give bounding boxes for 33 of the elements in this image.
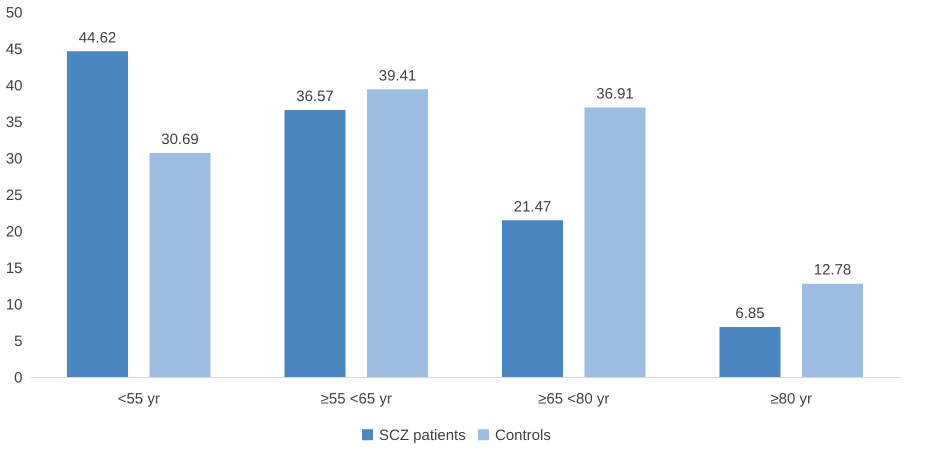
bar <box>66 51 128 377</box>
legend-label: Controls <box>495 426 551 444</box>
data-label: 44.62 <box>78 29 116 46</box>
x-tick-label: <55 yr <box>118 390 160 408</box>
y-tick-label: 45 <box>6 41 22 58</box>
y-tick-label: 5 <box>14 333 22 350</box>
legend-label: SCZ patients <box>379 426 466 444</box>
y-tick-label: 25 <box>6 187 22 204</box>
bar <box>366 89 428 377</box>
y-tick-label: 35 <box>6 114 22 131</box>
x-tick-label: ≥55 <65 yr <box>320 390 392 408</box>
bar <box>719 326 781 377</box>
bar <box>802 284 864 377</box>
x-tick-label: ≥80 yr <box>770 390 812 408</box>
y-tick-label: 20 <box>6 224 22 240</box>
y-tick-label: 15 <box>6 260 22 277</box>
data-label: 30.69 <box>161 130 199 148</box>
y-tick-label: 50 <box>6 4 22 22</box>
data-label: 12.78 <box>814 262 852 279</box>
y-tick-label: 40 <box>6 78 22 94</box>
bar <box>149 152 211 377</box>
data-label: 36.57 <box>296 88 334 106</box>
y-tick-label: 10 <box>6 296 22 314</box>
x-tick-label: ≥65 <80 yr <box>538 390 610 408</box>
data-label: 39.41 <box>378 67 416 84</box>
y-tick-label: 0 <box>14 370 22 386</box>
bar <box>284 110 346 377</box>
y-tick-label: 30 <box>6 150 22 168</box>
data-label: 36.91 <box>596 86 634 103</box>
bar <box>502 220 564 377</box>
bar <box>584 108 646 377</box>
data-label: 6.85 <box>735 304 765 322</box>
data-label: 21.47 <box>514 198 552 216</box>
